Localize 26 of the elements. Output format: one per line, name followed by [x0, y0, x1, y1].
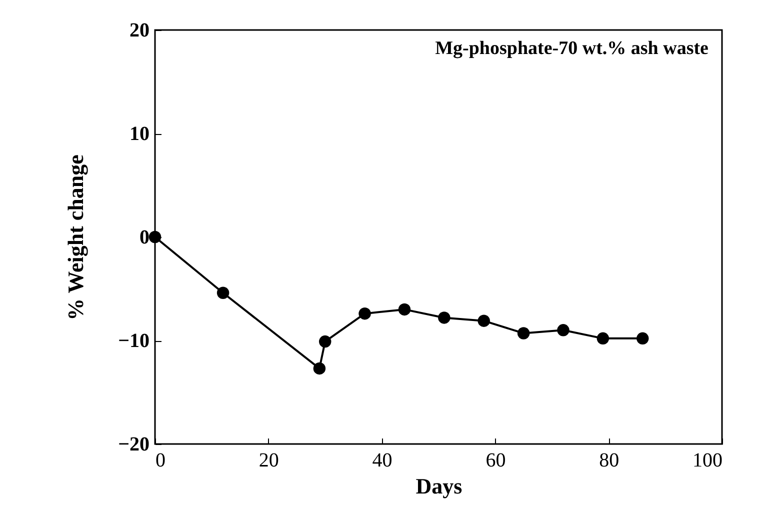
y-tick-label: 10: [130, 123, 150, 145]
point: [318, 335, 332, 348]
x-tick-label: 40: [372, 450, 392, 472]
point: [596, 332, 610, 345]
point: [478, 314, 490, 327]
x-tick-label: 0: [156, 450, 166, 472]
point: [636, 332, 649, 345]
point: [557, 324, 570, 336]
chart-title: Mg-phosphate-70 wt.% ash waste: [435, 38, 708, 59]
y-axis-title: % Weight change: [63, 154, 88, 320]
point: [148, 230, 162, 244]
y-tick-label: −20: [118, 434, 150, 456]
point: [313, 362, 326, 375]
x-axis-title: Days: [416, 474, 463, 498]
point: [398, 303, 411, 316]
point: [517, 327, 530, 340]
y-tick-label: 20: [130, 20, 150, 42]
point: [438, 312, 450, 324]
x-tick-label: 60: [486, 450, 506, 472]
x-tick-label: 20: [258, 450, 279, 472]
x-tick-label: 100: [692, 450, 722, 472]
y-tick-label: −10: [118, 330, 150, 352]
y-tick-label: 0: [140, 226, 150, 248]
point: [358, 307, 371, 320]
point: [216, 286, 230, 299]
x-tick-label: 80: [599, 450, 620, 472]
